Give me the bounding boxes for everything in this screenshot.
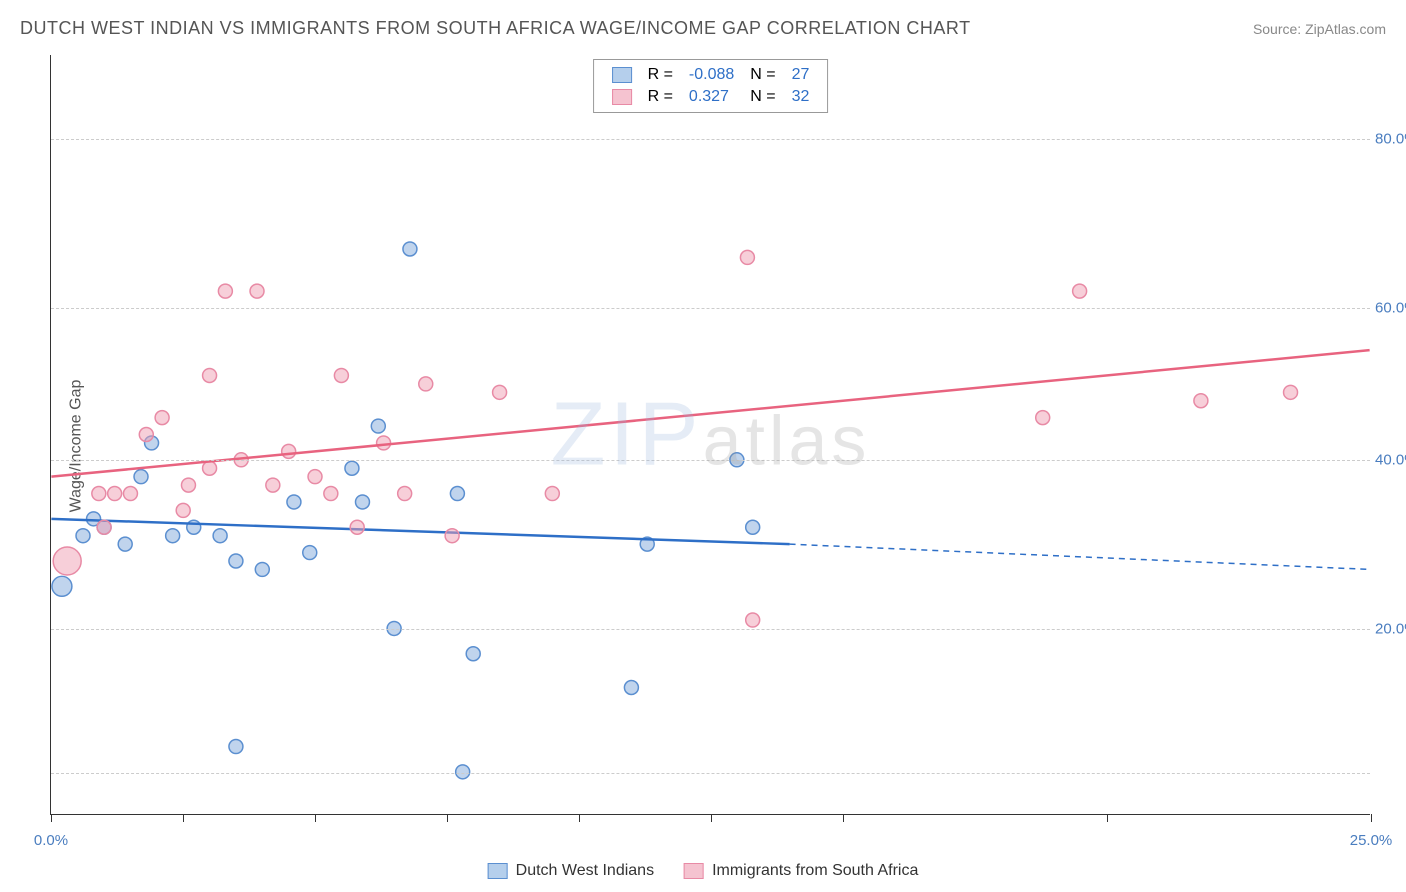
scatter-point [746,613,760,627]
scatter-point [203,461,217,475]
gridline [51,460,1370,461]
y-tick-label: 60.0% [1375,300,1406,317]
legend-label-pink: Immigrants from South Africa [712,862,918,880]
x-tick-label: 25.0% [1350,832,1393,849]
x-tick-label: 0.0% [34,832,68,849]
scatter-point [266,478,280,492]
scatter-point [324,487,338,501]
scatter-point [250,284,264,298]
x-tick [1371,814,1372,822]
correlation-legend: R = -0.088 N = 27 R = 0.327 N = 32 [593,59,829,113]
scatter-point [466,647,480,661]
scatter-point [445,529,459,543]
scatter-point [282,444,296,458]
trend-line-dashed [790,544,1370,569]
n-value-blue: 27 [784,64,818,86]
legend-swatch-blue [488,863,508,879]
n-value-pink: 32 [784,86,818,108]
scatter-point [92,487,106,501]
r-value-pink: 0.327 [681,86,742,108]
plot-svg [51,55,1370,814]
scatter-point [303,546,317,560]
y-tick-label: 20.0% [1375,621,1406,638]
scatter-point [334,368,348,382]
scatter-point [218,284,232,298]
scatter-point [1194,394,1208,408]
scatter-point [377,436,391,450]
chart-plot-area: ZIPatlas R = -0.088 N = 27 R = 0.327 N =… [50,55,1370,815]
scatter-point [176,503,190,517]
scatter-point [123,487,137,501]
scatter-point [345,461,359,475]
scatter-point [255,562,269,576]
scatter-point [181,478,195,492]
scatter-point [746,520,760,534]
scatter-point [740,250,754,264]
scatter-point [403,242,417,256]
x-tick [579,814,580,822]
scatter-point [139,428,153,442]
gridline [51,629,1370,630]
scatter-point [108,487,122,501]
gridline [51,773,1370,774]
chart-title: DUTCH WEST INDIAN VS IMMIGRANTS FROM SOU… [20,18,971,39]
chart-source: Source: ZipAtlas.com [1253,21,1386,37]
scatter-point [398,487,412,501]
x-tick [1107,814,1108,822]
scatter-point [203,368,217,382]
legend-item-blue: Dutch West Indians [488,862,654,880]
scatter-point [371,419,385,433]
scatter-point [287,495,301,509]
scatter-point [155,411,169,425]
scatter-point [419,377,433,391]
gridline [51,308,1370,309]
chart-header: DUTCH WEST INDIAN VS IMMIGRANTS FROM SOU… [20,18,1386,39]
scatter-point [624,681,638,695]
x-tick [51,814,52,822]
legend-item-pink: Immigrants from South Africa [684,862,918,880]
scatter-point [1284,385,1298,399]
scatter-point [134,470,148,484]
x-tick [711,814,712,822]
r-value-blue: -0.088 [681,64,742,86]
legend-row-blue: R = -0.088 N = 27 [604,64,818,86]
scatter-point [76,529,90,543]
legend-swatch-blue [612,67,632,83]
legend-label-blue: Dutch West Indians [516,862,654,880]
y-tick-label: 80.0% [1375,131,1406,148]
scatter-point [350,520,364,534]
scatter-point [229,554,243,568]
gridline [51,139,1370,140]
scatter-point [493,385,507,399]
r-label: R = [648,66,673,83]
trend-line [51,350,1369,477]
n-label: N = [750,88,775,105]
scatter-point [213,529,227,543]
scatter-point [1036,411,1050,425]
trend-line [51,519,789,544]
scatter-point [52,576,72,596]
scatter-point [166,529,180,543]
legend-swatch-pink [684,863,704,879]
scatter-point [97,520,111,534]
scatter-point [450,487,464,501]
scatter-point [229,740,243,754]
legend-swatch-pink [612,89,632,105]
scatter-point [1073,284,1087,298]
series-legend: Dutch West Indians Immigrants from South… [488,862,919,880]
scatter-point [355,495,369,509]
scatter-point [118,537,132,551]
x-tick [315,814,316,822]
n-label: N = [750,66,775,83]
scatter-point [53,547,81,575]
y-tick-label: 40.0% [1375,452,1406,469]
x-tick [183,814,184,822]
r-label: R = [648,88,673,105]
x-tick [843,814,844,822]
legend-row-pink: R = 0.327 N = 32 [604,86,818,108]
scatter-point [308,470,322,484]
x-tick [447,814,448,822]
scatter-point [545,487,559,501]
